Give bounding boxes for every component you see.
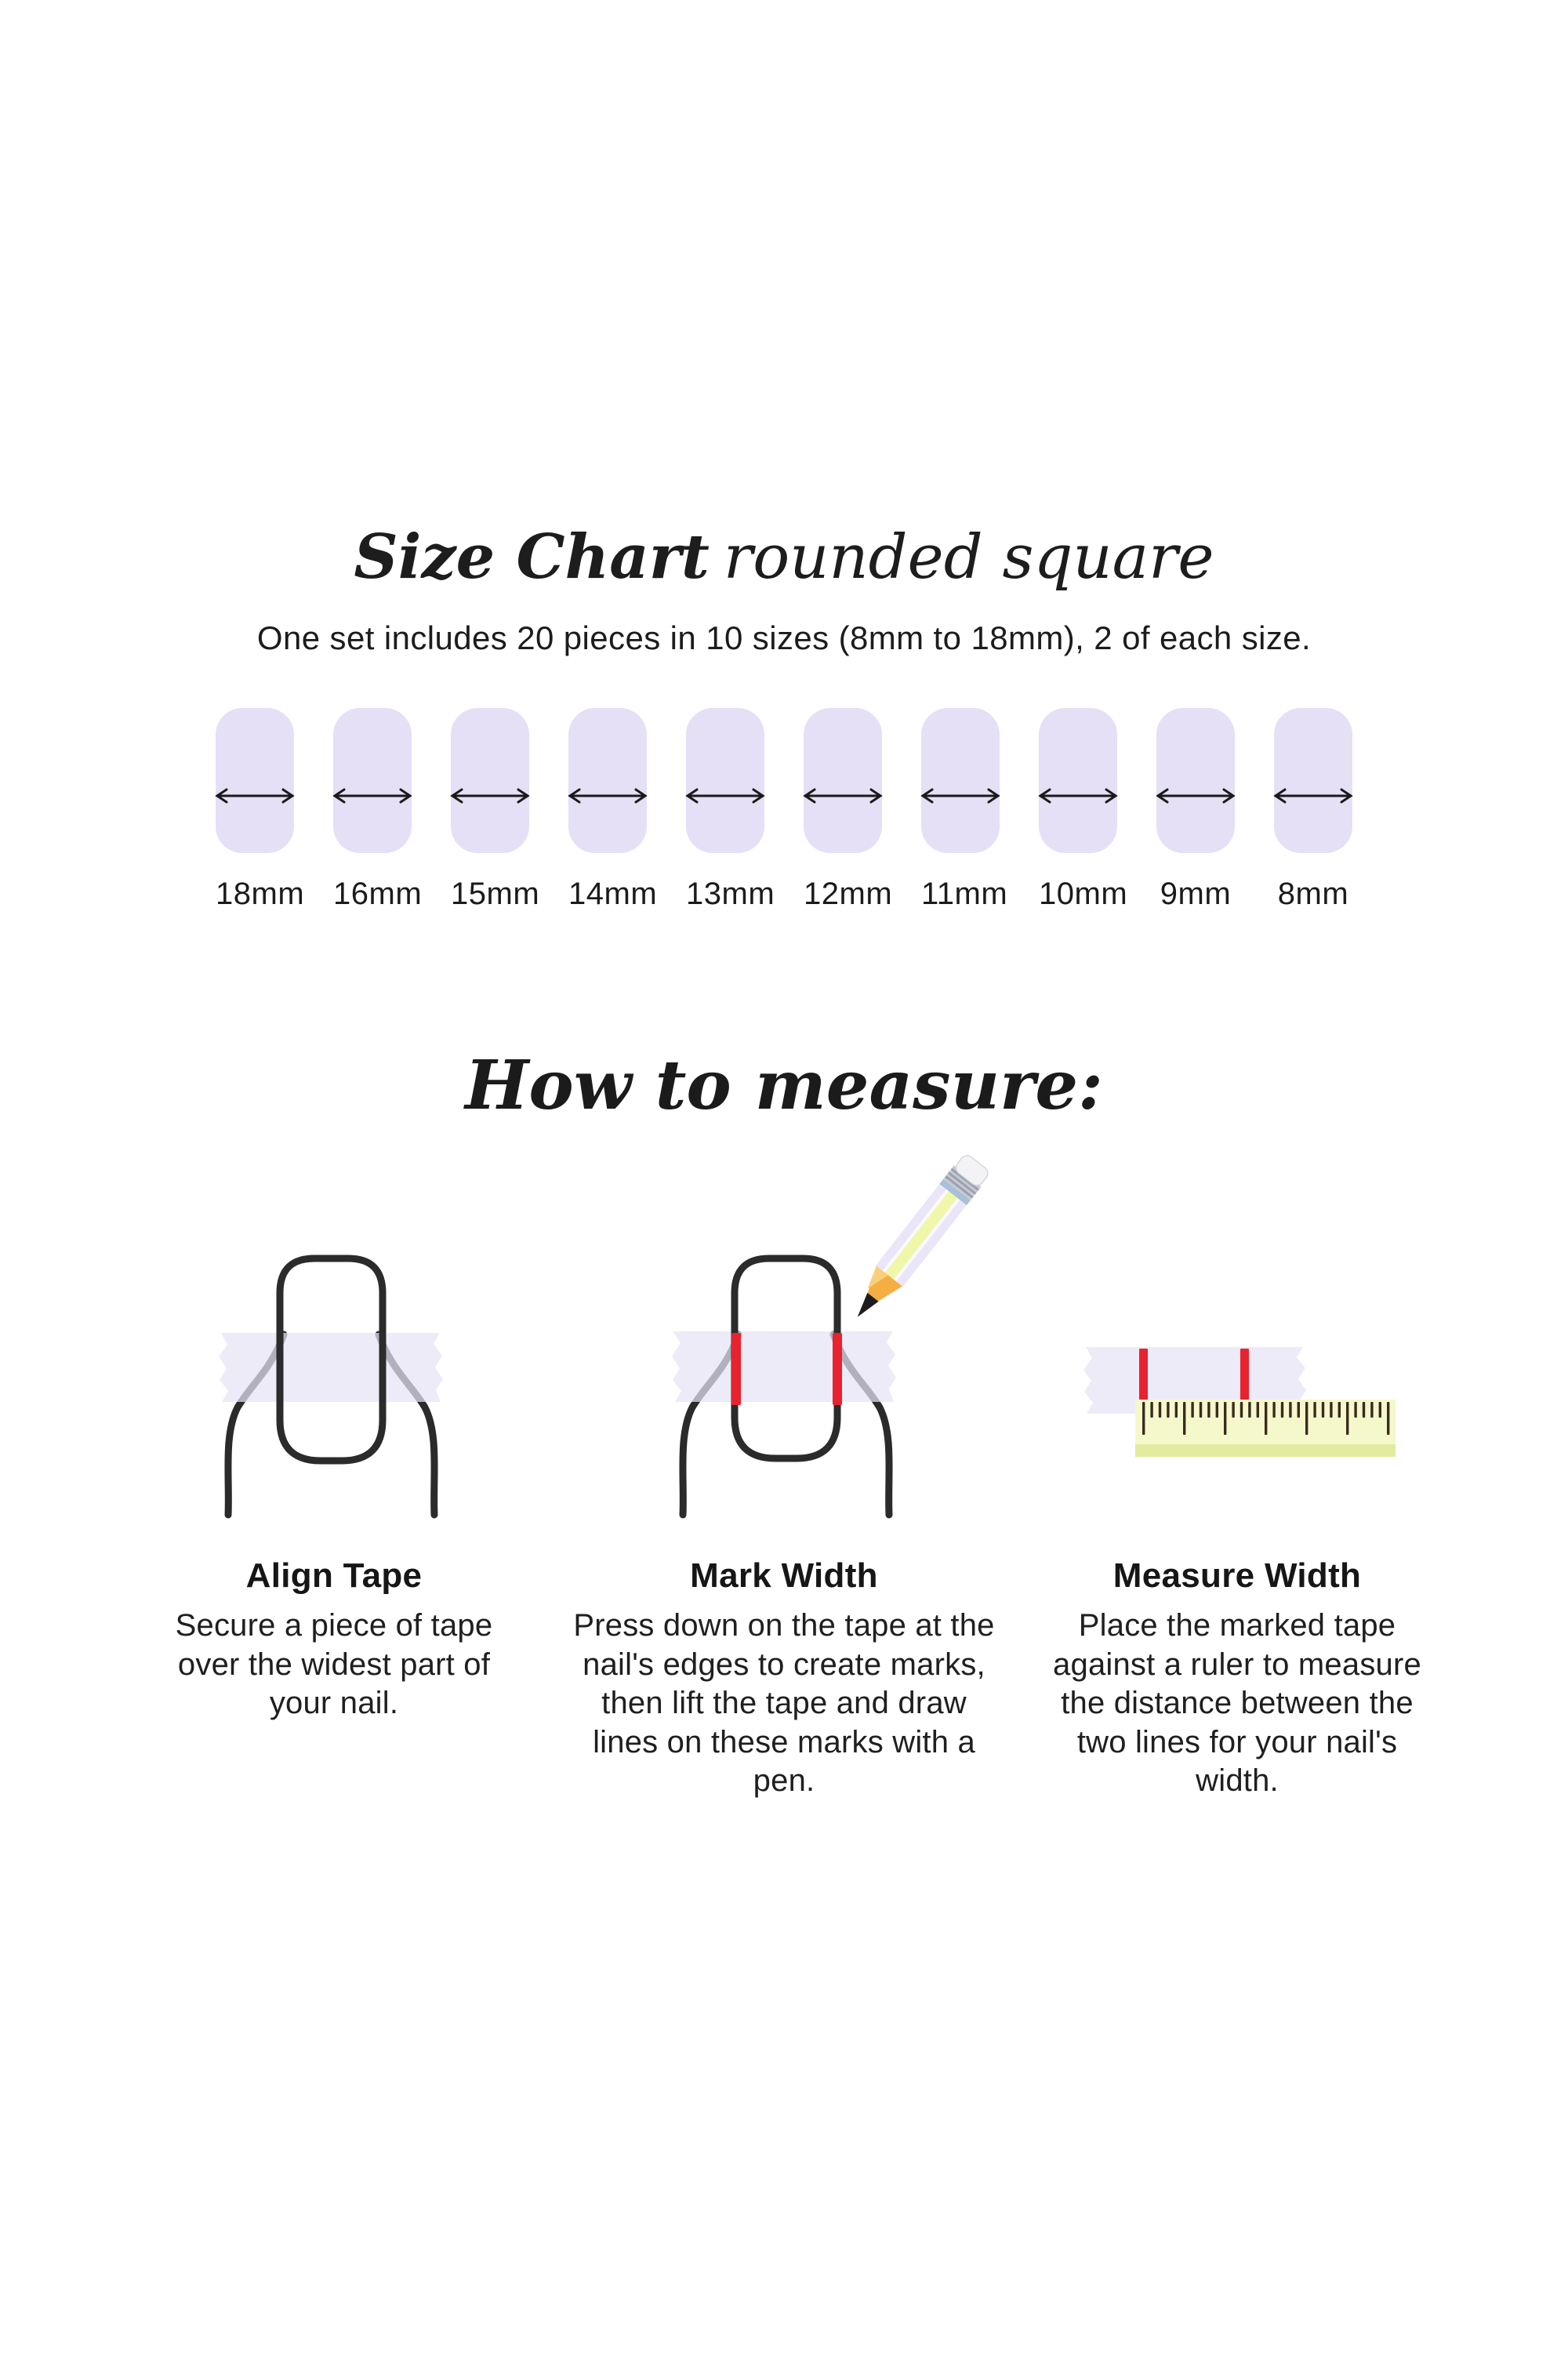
width-arrow-icon (332, 788, 412, 804)
nail-swatch (568, 708, 647, 853)
size-option: 12mm (803, 708, 893, 912)
red-mark-left (1139, 1349, 1148, 1401)
tape-strip (219, 1333, 443, 1402)
nail-swatch (333, 708, 412, 853)
size-label: 10mm (1039, 877, 1128, 911)
how-to-measure-heading: How to measure: (465, 1046, 1103, 1125)
red-mark-left (731, 1333, 741, 1405)
red-mark-right (1240, 1349, 1249, 1401)
nail-swatch (216, 708, 294, 853)
pencil-icon (857, 1155, 989, 1317)
set-description: One set includes 20 pieces in 10 sizes (… (256, 619, 1312, 656)
size-label: 9mm (1160, 877, 1232, 911)
ruler (1135, 1400, 1396, 1457)
size-label: 16mm (333, 877, 423, 911)
width-arrow-icon (685, 788, 765, 804)
step-description: Place the marked tape against a ruler to… (1053, 1608, 1421, 1799)
size-option: 18mm (215, 708, 305, 912)
step-title: Measure Width (1112, 1556, 1362, 1595)
ruler-tick-marks (1142, 1402, 1390, 1435)
size-label: 18mm (216, 877, 305, 911)
step-description: Secure a piece of tape over the widest p… (175, 1608, 493, 1721)
nail-outline (731, 1255, 841, 1462)
nail-swatch (921, 708, 1000, 853)
width-arrow-icon (568, 788, 648, 804)
size-option: 15mm (450, 708, 540, 912)
width-arrow-icon (803, 788, 883, 804)
width-arrow-icon (215, 788, 295, 804)
nail-swatch (1039, 708, 1117, 853)
size-option: 14mm (568, 708, 658, 912)
step-title: Align Tape (245, 1556, 423, 1595)
nail-swatch (686, 708, 764, 853)
page-title-shape-name: rounded square (723, 522, 1214, 593)
width-arrow-icon (1273, 788, 1353, 804)
step-description: Press down on the tape at the nail's edg… (573, 1608, 995, 1799)
size-option: 8mm (1273, 708, 1353, 912)
size-option: 11mm (920, 708, 1008, 912)
size-label: 11mm (921, 877, 1008, 911)
size-option: 9mm (1156, 708, 1236, 912)
size-option: 16mm (332, 708, 423, 912)
size-swatch-row: 18mm 16mm 15mm 14mm 13mm 12mm 11mm 10mm 9mm 8mm (0, 708, 1568, 912)
size-label: 8mm (1277, 877, 1349, 911)
size-label: 14mm (568, 877, 658, 911)
size-label: 12mm (804, 877, 893, 911)
ruler-bottom-edge (1135, 1444, 1396, 1457)
width-arrow-icon (1038, 788, 1118, 804)
size-option: 10mm (1038, 708, 1128, 912)
size-option: 13mm (685, 708, 775, 912)
measure-width-illustration (1083, 1347, 1396, 1457)
nail-swatch (1274, 708, 1352, 853)
width-arrow-icon (1156, 788, 1236, 804)
page-title: Size Chart rounded square (0, 527, 1568, 589)
size-label: 13mm (686, 877, 775, 911)
red-mark-right (833, 1333, 842, 1405)
width-arrow-icon (920, 788, 1000, 804)
nail-swatch (451, 708, 529, 853)
mark-width-illustration (672, 1155, 989, 1519)
page-title-main: Size Chart (354, 521, 710, 593)
step-mark-width: Mark Width Press down on the tape at the… (572, 1556, 996, 1801)
nail-outline (276, 1255, 387, 1465)
size-label: 15mm (451, 877, 540, 911)
width-arrow-icon (450, 788, 530, 804)
nail-swatch (804, 708, 882, 853)
step-title: Mark Width (690, 1556, 878, 1595)
align-tape-illustration (219, 1255, 443, 1519)
step-measure-width: Measure Width Place the marked tape agai… (1036, 1556, 1438, 1801)
step-align-tape: Align Tape Secure a piece of tape over t… (154, 1556, 514, 1723)
nail-swatch (1156, 708, 1235, 853)
tape-strip (672, 1331, 896, 1402)
